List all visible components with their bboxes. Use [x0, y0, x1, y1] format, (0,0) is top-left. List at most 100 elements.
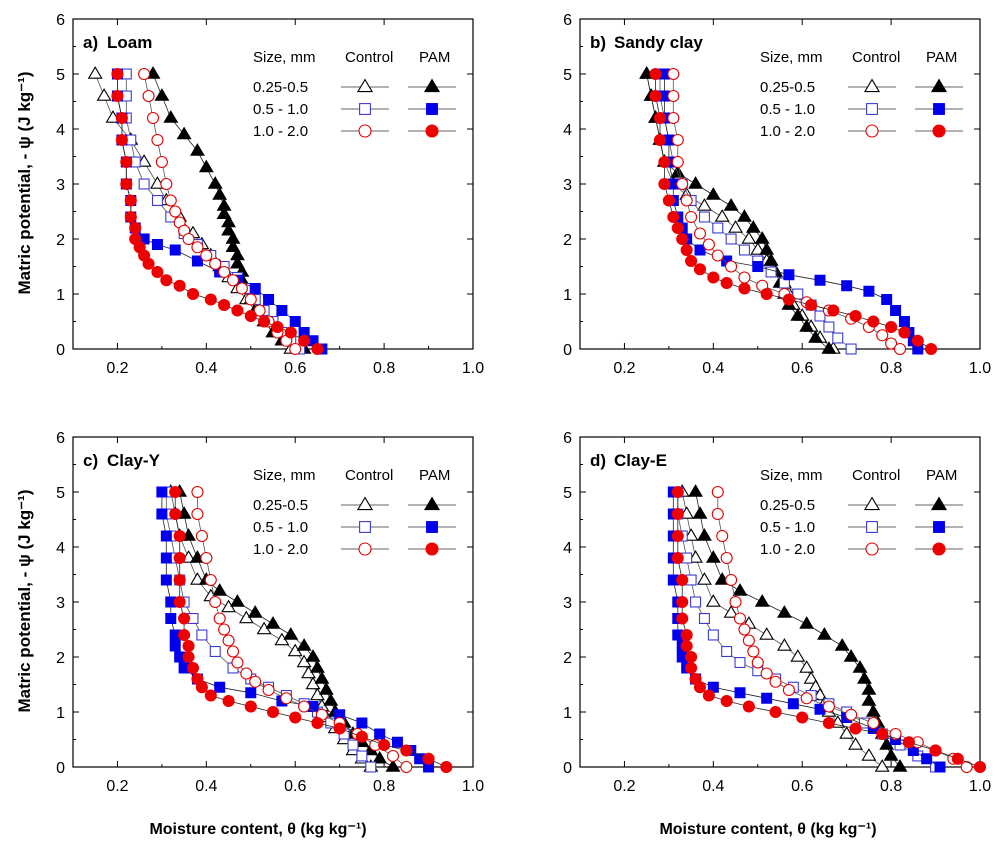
data-point — [271, 320, 284, 334]
data-point — [662, 194, 675, 207]
data-point — [782, 293, 795, 306]
data-point — [747, 645, 760, 658]
data-point — [200, 249, 213, 262]
data-point — [822, 700, 835, 713]
data-point — [218, 623, 231, 636]
data-point — [879, 737, 895, 750]
x-tick-label: 0.6 — [791, 778, 813, 795]
data-point — [263, 293, 275, 305]
data-point — [729, 595, 742, 609]
data-point — [160, 552, 172, 564]
data-point — [849, 309, 862, 323]
legend-header-pam: PAM — [926, 467, 957, 484]
legend-marker — [866, 521, 878, 533]
x-tick-label: 0.6 — [791, 360, 813, 377]
data-point — [761, 692, 773, 704]
data-point — [716, 529, 729, 543]
x-tick-label: 0.2 — [613, 778, 635, 795]
data-point — [763, 253, 779, 266]
panel-2: 0 1 2 3 4 5 6 0.2 0.4 0.6 0.8 1.0 b) Sandy clay Size, … — [563, 12, 991, 377]
data-point — [195, 681, 208, 694]
y-tick-label: 4 — [56, 540, 65, 557]
x-tick-label: 0.6 — [284, 360, 306, 377]
legend-header-pam: PAM — [419, 467, 450, 484]
legend-marker — [426, 521, 438, 533]
data-point — [890, 304, 902, 316]
legend-marker — [356, 78, 374, 93]
data-point — [845, 343, 857, 355]
series-line — [196, 492, 407, 768]
data-point — [752, 260, 764, 272]
data-point — [244, 293, 257, 306]
legend-label: 0.5 - 1.0 — [760, 101, 815, 118]
x-tick-label: 0.2 — [613, 360, 635, 377]
legend-marker — [423, 496, 441, 511]
data-point — [725, 233, 737, 245]
series-circle-open — [138, 67, 302, 356]
data-point — [209, 595, 222, 609]
x-tick-label: 0.4 — [702, 778, 724, 795]
data-point — [671, 221, 684, 235]
data-point — [799, 319, 815, 332]
data-point — [289, 342, 302, 356]
data-point — [173, 279, 186, 292]
data-point — [178, 612, 191, 625]
data-point — [289, 315, 301, 327]
data-point — [902, 736, 915, 749]
data-point — [874, 759, 890, 772]
data-point — [298, 700, 311, 713]
x-tick-label: 0.8 — [373, 778, 395, 795]
y-tick-label: 1 — [563, 287, 572, 304]
series-line — [174, 492, 447, 768]
data-point — [892, 759, 908, 772]
data-point — [671, 485, 684, 499]
data-point — [951, 752, 964, 765]
panel-title: Clay-Y — [107, 451, 161, 470]
data-point — [151, 195, 163, 207]
data-point — [244, 309, 257, 323]
data-point — [690, 596, 702, 608]
x-tick-label: 0.4 — [702, 360, 724, 377]
data-point — [711, 249, 724, 262]
x-axis-label-right: Moisture content, θ (kg kg⁻¹) — [659, 821, 876, 838]
y-tick-label: 6 — [563, 430, 572, 447]
data-point — [777, 605, 792, 618]
legend: Size, mm Control PAM 0.25-0.5 0.5 - 1.0 1.0 -… — [760, 467, 963, 558]
data-point — [799, 616, 815, 629]
y-tick-label: 2 — [563, 232, 572, 249]
data-point — [698, 612, 710, 624]
series-circle-open — [191, 485, 413, 774]
data-point — [204, 689, 217, 702]
data-point — [693, 263, 707, 276]
data-point — [754, 231, 770, 244]
data-point — [759, 627, 775, 640]
data-point — [867, 315, 880, 328]
data-point — [200, 551, 213, 565]
data-point — [365, 761, 377, 773]
data-point — [240, 667, 253, 680]
data-point — [883, 748, 899, 761]
data-point — [848, 737, 863, 750]
data-point — [138, 178, 150, 190]
data-point — [142, 257, 155, 270]
data-point — [685, 254, 698, 268]
data-point — [305, 649, 321, 662]
data-point — [115, 133, 128, 147]
legend: Size, mm Control PAM 0.25-0.5 0.5 - 1.0 1.0 -… — [760, 49, 963, 140]
data-point — [222, 634, 235, 647]
data-point — [124, 210, 137, 224]
data-point — [165, 612, 177, 624]
legend-marker — [863, 78, 881, 93]
data-point — [111, 67, 124, 81]
legend-header-size: Size, mm — [253, 49, 316, 66]
data-point — [204, 573, 217, 587]
data-point — [115, 111, 128, 125]
data-point — [790, 649, 806, 662]
data-point — [283, 627, 299, 640]
data-point — [186, 287, 200, 301]
data-point — [209, 257, 222, 270]
data-point — [262, 683, 275, 697]
data-point — [823, 321, 835, 333]
legend-marker — [933, 521, 945, 533]
data-point — [720, 694, 733, 708]
